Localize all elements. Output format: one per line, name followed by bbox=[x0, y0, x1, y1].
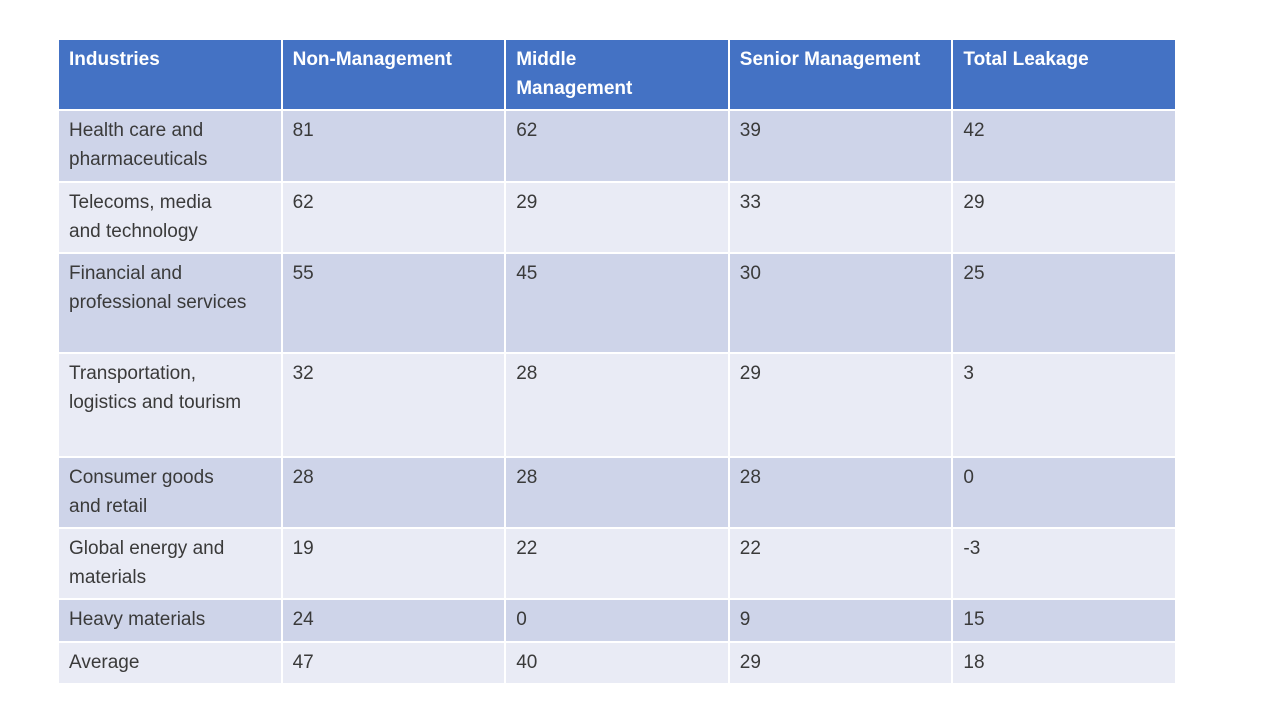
cell-value: 3 bbox=[951, 352, 1177, 458]
cell-value: 19 bbox=[280, 527, 507, 600]
cell-value: 28 bbox=[280, 456, 507, 529]
cell-value: 81 bbox=[280, 109, 507, 183]
cell-value: 30 bbox=[727, 252, 954, 354]
column-header-middle-management: Middle Management bbox=[504, 38, 730, 111]
cell-value: 28 bbox=[727, 456, 954, 529]
cell-value: 15 bbox=[951, 598, 1177, 643]
cell-value: 29 bbox=[727, 352, 954, 458]
cell-value: 22 bbox=[727, 527, 954, 600]
table-row: Financial and professional services 55 4… bbox=[57, 252, 1177, 354]
column-header-total-leakage: Total Leakage bbox=[951, 38, 1177, 111]
row-label: Telecoms, media and technology bbox=[57, 181, 283, 254]
row-label: Consumer goods and retail bbox=[57, 456, 283, 529]
table-row: Health care and pharmaceuticals 81 62 39… bbox=[57, 109, 1177, 183]
cell-value: -3 bbox=[951, 527, 1177, 600]
cell-value: 25 bbox=[951, 252, 1177, 354]
row-label: Heavy materials bbox=[57, 598, 283, 643]
cell-value: 0 bbox=[951, 456, 1177, 529]
cell-value: 29 bbox=[951, 181, 1177, 254]
industries-table: Industries Non-Management Middle Managem… bbox=[57, 38, 1177, 685]
table-row: Average 47 40 29 18 bbox=[57, 640, 1177, 685]
cell-value: 40 bbox=[504, 640, 730, 685]
row-label: Average bbox=[57, 640, 283, 685]
cell-value: 62 bbox=[504, 109, 730, 183]
cell-value: 18 bbox=[951, 640, 1177, 685]
cell-value: 39 bbox=[727, 109, 954, 183]
cell-value: 28 bbox=[504, 352, 730, 458]
cell-value: 32 bbox=[280, 352, 507, 458]
table-row: Global energy and materials 19 22 22 -3 bbox=[57, 527, 1177, 600]
cell-value: 9 bbox=[727, 598, 954, 643]
header-row: Industries Non-Management Middle Managem… bbox=[57, 38, 1177, 111]
row-label: Transportation, logistics and tourism bbox=[57, 352, 283, 458]
row-label: Global energy and materials bbox=[57, 527, 283, 600]
cell-value: 24 bbox=[280, 598, 507, 643]
column-header-industries: Industries bbox=[57, 38, 283, 111]
cell-value: 29 bbox=[727, 640, 954, 685]
cell-value: 29 bbox=[504, 181, 730, 254]
row-label: Health care and pharmaceuticals bbox=[57, 109, 283, 183]
cell-value: 42 bbox=[951, 109, 1177, 183]
table-row: Consumer goods and retail 28 28 28 0 bbox=[57, 456, 1177, 529]
cell-value: 22 bbox=[504, 527, 730, 600]
cell-value: 47 bbox=[280, 640, 507, 685]
cell-value: 55 bbox=[280, 252, 507, 354]
cell-value: 33 bbox=[727, 181, 954, 254]
column-header-senior-management: Senior Management bbox=[727, 38, 954, 111]
row-label: Financial and professional services bbox=[57, 252, 283, 354]
cell-value: 45 bbox=[504, 252, 730, 354]
cell-value: 28 bbox=[504, 456, 730, 529]
table-row: Telecoms, media and technology 62 29 33 … bbox=[57, 181, 1177, 254]
table-row: Heavy materials 24 0 9 15 bbox=[57, 598, 1177, 643]
cell-value: 62 bbox=[280, 181, 507, 254]
cell-value: 0 bbox=[504, 598, 730, 643]
column-header-non-management: Non-Management bbox=[280, 38, 507, 111]
table-row: Transportation, logistics and tourism 32… bbox=[57, 352, 1177, 458]
